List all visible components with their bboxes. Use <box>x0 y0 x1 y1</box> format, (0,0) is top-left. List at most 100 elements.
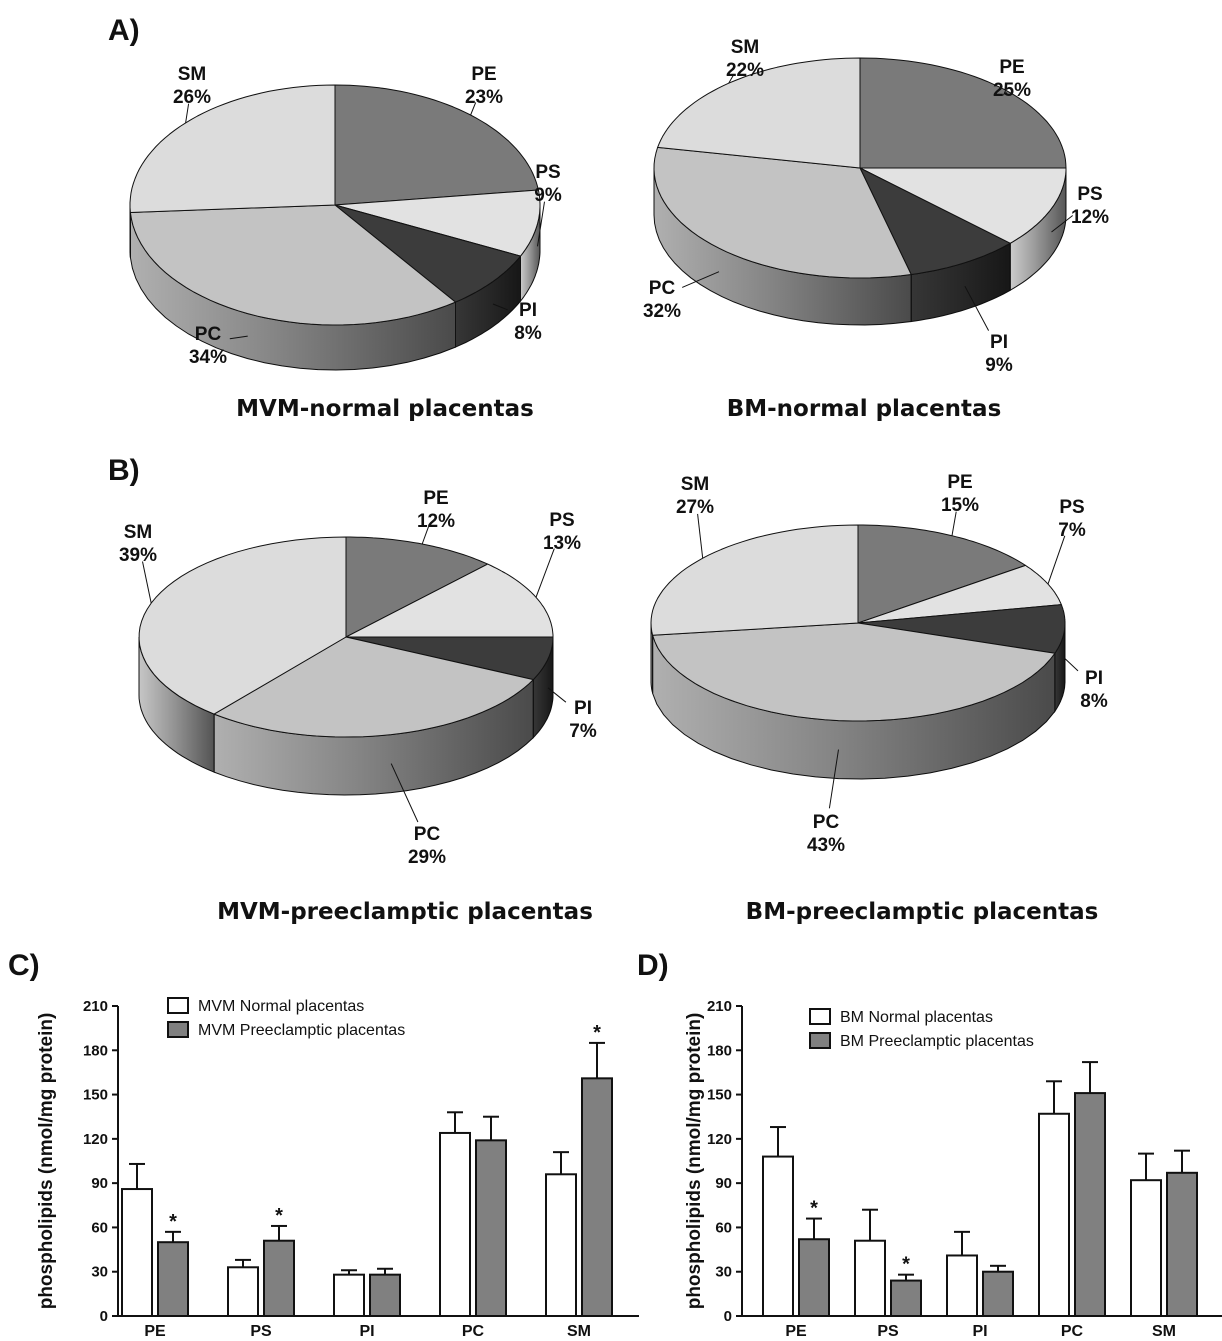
slice-label-sm: SM <box>124 522 153 543</box>
slice-label-ps: PS <box>1059 497 1084 518</box>
y-tick-label: 90 <box>715 1175 732 1192</box>
bar-pc-normal <box>1038 1112 1070 1318</box>
pie-slice-pe <box>859 57 1067 169</box>
y-tick-label: 150 <box>83 1087 108 1104</box>
leader-line-pi <box>1064 657 1079 672</box>
legend-swatch <box>809 1008 831 1025</box>
bar-pi-normal <box>333 1273 365 1317</box>
pie-wall-shade <box>911 243 1011 322</box>
pie-wall-shade <box>130 212 456 370</box>
y-axis-title: phospholipids (nmol/mg protein) <box>36 1013 57 1310</box>
slice-label-pi: PI <box>990 332 1008 353</box>
pie-slice-pi <box>857 604 1066 654</box>
pie-wall-shade <box>1054 623 1065 712</box>
leader-line-pe <box>470 102 477 116</box>
significance-marker: * <box>169 1211 177 1233</box>
pie-slice-ps <box>334 189 541 257</box>
significance-marker: * <box>902 1254 910 1276</box>
pie-slice-pi <box>334 204 521 303</box>
y-tick-label: 60 <box>715 1219 732 1236</box>
leader-line-pe <box>421 526 429 545</box>
leader-line-sm <box>697 513 704 559</box>
slice-percent-sm: 22% <box>726 60 764 81</box>
slice-label-pi: PI <box>1085 668 1103 689</box>
x-category-label: SM <box>1152 1323 1176 1340</box>
slice-percent-ps: 12% <box>1071 207 1109 228</box>
y-tick-label: 120 <box>707 1131 732 1148</box>
panel-letter: A) <box>108 14 140 47</box>
slice-percent-ps: 7% <box>1058 520 1086 541</box>
leader-line-sm <box>185 103 190 123</box>
slice-label-pc: PC <box>414 824 441 845</box>
slice-percent-pe: 15% <box>941 495 979 516</box>
y-tick-label: 0 <box>100 1308 108 1325</box>
slice-label-pe: PE <box>471 64 496 85</box>
slice-label-sm: SM <box>681 474 710 495</box>
slice-percent-sm: 26% <box>173 87 211 108</box>
legend-label: BM Preeclamptic placentas <box>840 1033 1034 1050</box>
pie-wall-shade <box>214 679 534 795</box>
legend-label: BM Normal placentas <box>840 1009 993 1026</box>
leader-line-pc <box>682 271 720 288</box>
pie-slice-sm <box>650 524 859 636</box>
slice-label-pe: PE <box>423 488 448 509</box>
bar-ps-normal <box>854 1239 886 1317</box>
significance-marker: * <box>593 1022 601 1044</box>
slice-label-ps: PS <box>549 510 574 531</box>
pie-wall-shade <box>455 256 521 348</box>
slice-percent-ps: 13% <box>543 533 581 554</box>
panel-letter: B) <box>108 454 140 487</box>
slice-percent-pi: 7% <box>569 721 597 742</box>
slice-label-pe: PE <box>999 57 1024 78</box>
pie-title: BM-preeclamptic placentas <box>746 899 1099 925</box>
pie-wall-shade <box>533 637 553 738</box>
legend-swatch <box>167 997 189 1014</box>
leader-line-pi <box>964 285 990 331</box>
y-tick-label: 90 <box>91 1175 108 1192</box>
pie-wall-shade <box>139 637 215 773</box>
y-tick-label: 30 <box>715 1264 732 1281</box>
bar-pc-preeclamptic <box>1074 1092 1106 1317</box>
leader-line-pe <box>951 511 957 536</box>
slice-percent-ps: 9% <box>534 185 562 206</box>
x-category-label: PE <box>785 1323 807 1340</box>
bar-pe-preeclamptic <box>798 1238 830 1317</box>
x-category-label: PE <box>144 1323 166 1340</box>
bar-sm-preeclamptic <box>1166 1171 1198 1318</box>
bar-pi-preeclamptic <box>982 1270 1014 1317</box>
pie-wall-shade <box>652 635 1055 779</box>
y-tick-label: 150 <box>707 1087 732 1104</box>
y-tick-label: 120 <box>83 1131 108 1148</box>
y-axis-title: phospholipids (nmol/mg protein) <box>684 1013 705 1310</box>
slice-percent-pi: 9% <box>985 355 1013 376</box>
leader-line-pc <box>828 749 839 809</box>
slice-percent-pe: 12% <box>417 511 455 532</box>
y-tick-label: 180 <box>707 1042 732 1059</box>
leader-line-pe <box>1003 90 1007 96</box>
slice-percent-pe: 23% <box>465 87 503 108</box>
pie-slice-sm <box>129 84 336 213</box>
slice-percent-pi: 8% <box>1080 691 1108 712</box>
slice-percent-pc: 29% <box>408 847 446 868</box>
x-category-label: PC <box>462 1323 485 1340</box>
y-tick-label: 210 <box>707 998 732 1015</box>
bar-pc-normal <box>439 1131 471 1318</box>
panel-letter: D) <box>637 949 669 982</box>
slice-label-pe: PE <box>947 472 972 493</box>
slice-label-ps: PS <box>535 162 560 183</box>
leader-line-sm <box>728 73 735 84</box>
bar-sm-normal <box>545 1173 577 1318</box>
pie-title: MVM-preeclamptic placentas <box>217 899 593 925</box>
x-category-label: PI <box>972 1323 987 1340</box>
y-tick-label: 210 <box>83 998 108 1015</box>
x-category-label: PC <box>1061 1323 1084 1340</box>
slice-label-pi: PI <box>519 300 537 321</box>
bar-sm-preeclamptic <box>581 1077 613 1318</box>
bar-pe-preeclamptic <box>157 1241 189 1317</box>
pie-slice-pc <box>213 636 534 738</box>
